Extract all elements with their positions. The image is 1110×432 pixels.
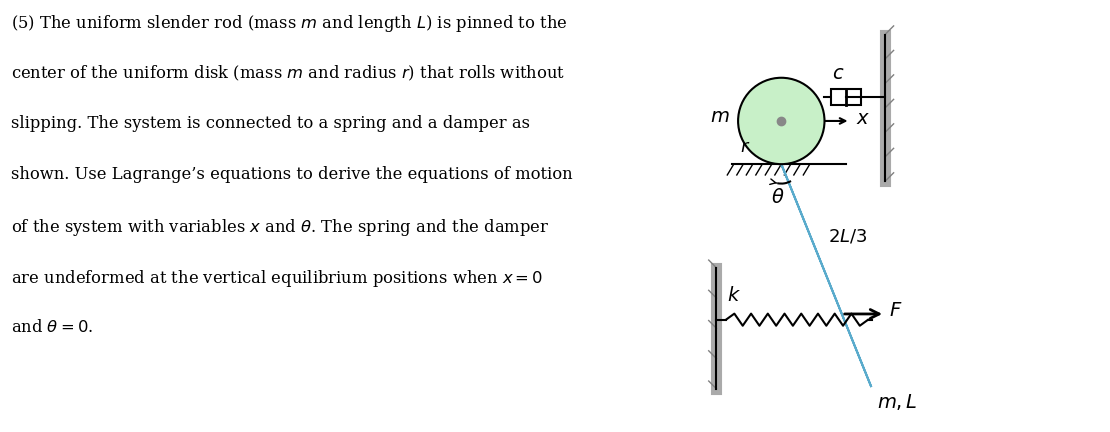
Text: $F$: $F$ xyxy=(889,302,902,320)
Text: $k$: $k$ xyxy=(727,286,741,305)
Text: $c$: $c$ xyxy=(832,65,845,83)
Text: slipping. The system is connected to a spring and a damper as: slipping. The system is connected to a s… xyxy=(11,115,531,132)
Circle shape xyxy=(738,78,825,164)
Text: $\theta$: $\theta$ xyxy=(771,188,785,207)
Text: (5) The uniform slender rod (mass $m$ and length $L$) is pinned to the: (5) The uniform slender rod (mass $m$ an… xyxy=(11,13,567,34)
Bar xyxy=(831,89,861,105)
Text: $x$: $x$ xyxy=(856,110,870,128)
Text: $m, L$: $m, L$ xyxy=(877,392,918,412)
Text: are undeformed at the vertical equilibrium positions when $x = 0$: are undeformed at the vertical equilibri… xyxy=(11,268,543,289)
Text: $m$: $m$ xyxy=(709,108,729,126)
Text: center of the uniform disk (mass $m$ and radius $r$) that rolls without: center of the uniform disk (mass $m$ and… xyxy=(11,64,565,83)
Polygon shape xyxy=(780,162,871,387)
Text: shown. Use Lagrange’s equations to derive the equations of motion: shown. Use Lagrange’s equations to deriv… xyxy=(11,166,573,183)
Text: of the system with variables $x$ and $\theta$. The spring and the damper: of the system with variables $x$ and $\t… xyxy=(11,217,549,238)
Text: $2L/3$: $2L/3$ xyxy=(828,228,867,246)
Text: and $\theta = 0$.: and $\theta = 0$. xyxy=(11,319,93,336)
Text: $r$: $r$ xyxy=(739,138,750,156)
